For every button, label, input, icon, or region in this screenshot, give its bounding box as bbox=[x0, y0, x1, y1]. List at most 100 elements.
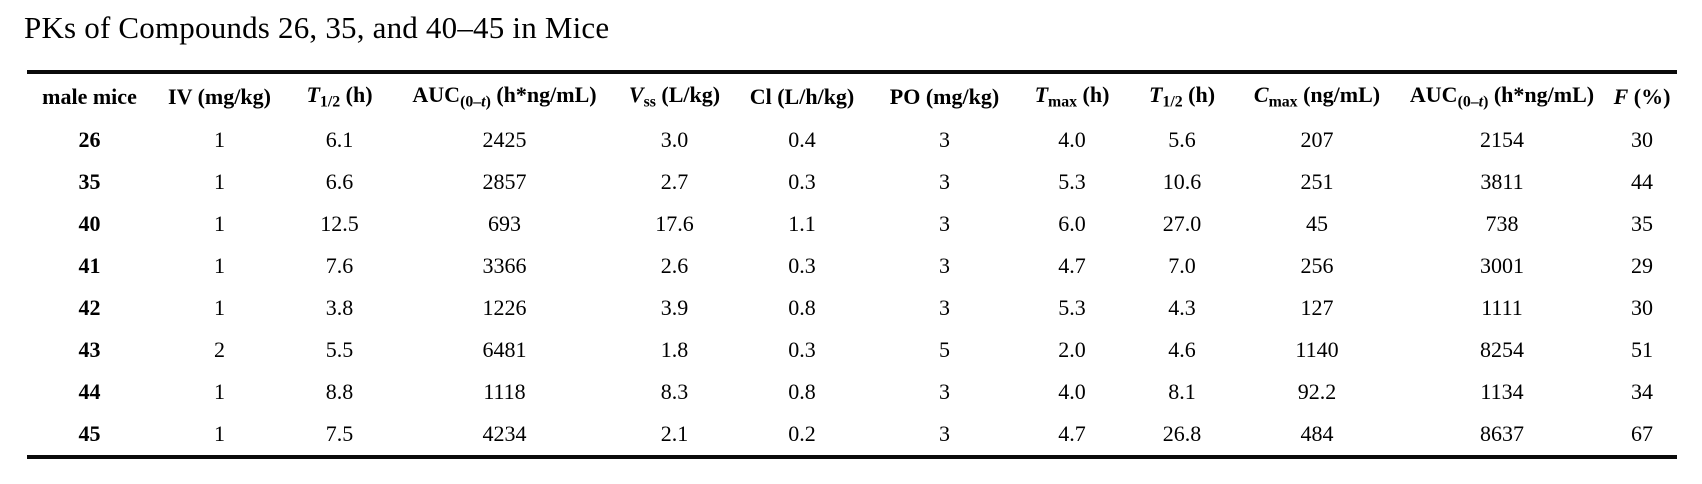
cell-po-dose-40: 3 bbox=[939, 211, 950, 236]
cell-tmax-42: 5.3 bbox=[1058, 295, 1086, 320]
cell-cl-40: 1.1 bbox=[788, 211, 816, 236]
cell-iv-auc-41: 3366 bbox=[482, 253, 527, 278]
cell-po-auc-44: 1134 bbox=[1480, 379, 1524, 404]
cell-iv-dose-43: 2 bbox=[214, 337, 225, 362]
col-header-po-t-half: T1/2 (h) bbox=[1127, 70, 1237, 119]
cell-cmax-35: 251 bbox=[1300, 169, 1334, 194]
compound-id-40: 40 bbox=[78, 211, 101, 236]
header-text-segment: T bbox=[1148, 81, 1163, 107]
compound-id-41: 41 bbox=[78, 253, 101, 278]
cell-cl-35: 0.3 bbox=[788, 169, 816, 194]
table-row-compound-44: 44 1 8.8 1118 8.3 0.8 3 4.0 8.1 92.2 1134 34 bbox=[27, 371, 1677, 413]
cell-po-auc-40: 738 bbox=[1485, 211, 1519, 236]
table-row-compound-43: 43 2 5.5 6481 1.8 0.3 5 2.0 4.6 1140 8254 51 bbox=[27, 329, 1677, 371]
cell-cl-42: 0.8 bbox=[788, 295, 816, 320]
cell-vss-26: 3.0 bbox=[660, 127, 689, 152]
col-header-male-mice: male mice bbox=[27, 70, 152, 119]
cell-iv-auc-45: 4234 bbox=[392, 413, 617, 459]
cell-iv-t-half-43: 5.5 bbox=[325, 337, 354, 362]
table-header: male mice IV (mg/kg) T1/2 (h) AUC(0–t) (h*n… bbox=[27, 70, 1677, 119]
table-title: PKs of Compounds 26, 35, and 40–45 in Mi… bbox=[24, 10, 610, 45]
header-text-segment: ) bbox=[1483, 93, 1489, 111]
header-text-segment: V bbox=[628, 81, 644, 107]
col-header-cmax: Cmax (ng/mL) bbox=[1237, 70, 1397, 119]
header-text-segment: T bbox=[1034, 81, 1049, 107]
cell-cmax-44: 92.2 bbox=[1297, 379, 1337, 404]
col-header-tmax: Tmax (h) bbox=[1017, 70, 1127, 119]
table-row-compound-42: 42 1 3.8 1226 3.9 0.8 3 5.3 4.3 127 1111 30 bbox=[27, 287, 1677, 329]
cell-vss-42: 3.9 bbox=[660, 295, 689, 320]
cell-po-dose-26: 3 bbox=[939, 127, 950, 152]
col-header-iv-dose: IV (mg/kg) bbox=[152, 70, 287, 119]
cell-vss-44: 8.3 bbox=[660, 379, 689, 404]
cell-po-auc-42: 1111 bbox=[1481, 295, 1523, 320]
cell-po-t-half-26: 5.6 bbox=[1168, 127, 1196, 152]
cell-po-auc-43: 8254 bbox=[1480, 337, 1524, 362]
header-text-segment: (h) bbox=[340, 81, 373, 107]
cell-cmax-45: 484 bbox=[1237, 413, 1397, 459]
cell-po-dose-35: 3 bbox=[939, 169, 950, 194]
header-text-segment: ss bbox=[643, 93, 656, 111]
compound-id-44: 44 bbox=[78, 379, 101, 404]
table-body: 26 1 6.1 2425 3.0 0.4 3 4.0 5.6 207 2154 30 35 1 6.6 28… bbox=[27, 119, 1677, 459]
header-text-segment: C bbox=[1253, 81, 1269, 107]
cell-po-auc-41: 3001 bbox=[1480, 253, 1524, 278]
cell-iv-dose-35: 1 bbox=[214, 169, 225, 194]
pk-table: male mice IV (mg/kg) T1/2 (h) AUC(0–t) (h*n… bbox=[27, 70, 1677, 459]
compound-id-42: 42 bbox=[78, 295, 101, 320]
header-text-segment: t bbox=[481, 93, 486, 111]
table-row-compound-26: 26 1 6.1 2425 3.0 0.4 3 4.0 5.6 207 2154 30 bbox=[27, 119, 1677, 161]
cell-po-t-half-45: 26.8 bbox=[1127, 413, 1237, 459]
header-text-segment: (h*ng/mL) bbox=[490, 81, 597, 107]
col-header-iv-auc: AUC(0–t) (h*ng/mL) bbox=[392, 70, 617, 119]
cell-iv-auc-26: 2425 bbox=[482, 127, 527, 152]
cell-cmax-41: 256 bbox=[1300, 253, 1334, 278]
cell-iv-auc-42: 1226 bbox=[482, 295, 527, 320]
cell-f-percent-43: 51 bbox=[1631, 337, 1653, 362]
header-text-segment: (ng/mL) bbox=[1297, 81, 1381, 107]
table-row-compound-45: 45 1 7.5 4234 2.1 0.2 3 4.7 26.8 484 8637 67 bbox=[27, 413, 1677, 459]
cell-iv-dose-41: 1 bbox=[214, 253, 225, 278]
header-text-segment: (L/kg) bbox=[655, 81, 721, 107]
cell-iv-auc-40: 693 bbox=[488, 211, 521, 236]
cell-cl-45: 0.2 bbox=[732, 413, 872, 459]
table-header-row: male mice IV (mg/kg) T1/2 (h) AUC(0–t) (h*n… bbox=[27, 70, 1677, 119]
cell-po-dose-45: 3 bbox=[872, 413, 1017, 459]
header-text-segment: (%) bbox=[1628, 83, 1671, 109]
cell-iv-dose-44: 1 bbox=[214, 379, 225, 404]
cell-po-dose-41: 3 bbox=[939, 253, 950, 278]
header-text-segment: T bbox=[306, 81, 320, 107]
cell-tmax-44: 4.0 bbox=[1058, 379, 1086, 404]
cell-vss-45: 2.1 bbox=[617, 413, 732, 459]
cell-po-auc-26: 2154 bbox=[1480, 127, 1524, 152]
cell-iv-auc-44: 1118 bbox=[483, 379, 526, 404]
cell-iv-t-half-41: 7.6 bbox=[325, 253, 354, 278]
header-text-segment: (0– bbox=[460, 93, 482, 111]
cell-iv-dose-45: 1 bbox=[152, 413, 287, 459]
cell-vss-43: 1.8 bbox=[660, 337, 689, 362]
cell-vss-35: 2.7 bbox=[660, 169, 689, 194]
cell-f-percent-35: 44 bbox=[1631, 169, 1653, 194]
cell-po-t-half-35: 10.6 bbox=[1162, 169, 1202, 194]
paper-page: PKs of Compounds 26, 35, and 40–45 in Mi… bbox=[0, 10, 1702, 484]
header-text-segment: 1/2 bbox=[319, 93, 341, 111]
cell-iv-t-half-42: 3.8 bbox=[325, 295, 354, 320]
col-header-f-percent: F (%) bbox=[1607, 70, 1677, 119]
cell-po-t-half-41: 7.0 bbox=[1168, 253, 1196, 278]
cell-cl-26: 0.4 bbox=[788, 127, 816, 152]
cell-po-dose-43: 5 bbox=[939, 337, 950, 362]
cell-tmax-26: 4.0 bbox=[1058, 127, 1086, 152]
cell-cl-41: 0.3 bbox=[788, 253, 816, 278]
header-text-segment: (h) bbox=[1182, 81, 1216, 107]
header-text-segment: male mice bbox=[42, 83, 137, 109]
header-text-segment: AUC bbox=[1409, 81, 1458, 107]
cell-iv-dose-26: 1 bbox=[214, 127, 225, 152]
table-row-compound-41: 41 1 7.6 3366 2.6 0.3 3 4.7 7.0 256 3001 29 bbox=[27, 245, 1677, 287]
cell-iv-t-half-44: 8.8 bbox=[325, 379, 354, 404]
cell-cl-44: 0.8 bbox=[788, 379, 816, 404]
cell-po-auc-45: 8637 bbox=[1397, 413, 1607, 459]
cell-iv-dose-42: 1 bbox=[214, 295, 225, 320]
cell-iv-t-half-45: 7.5 bbox=[287, 413, 392, 459]
cell-tmax-40: 6.0 bbox=[1058, 211, 1086, 236]
header-text-segment: AUC bbox=[412, 81, 461, 107]
